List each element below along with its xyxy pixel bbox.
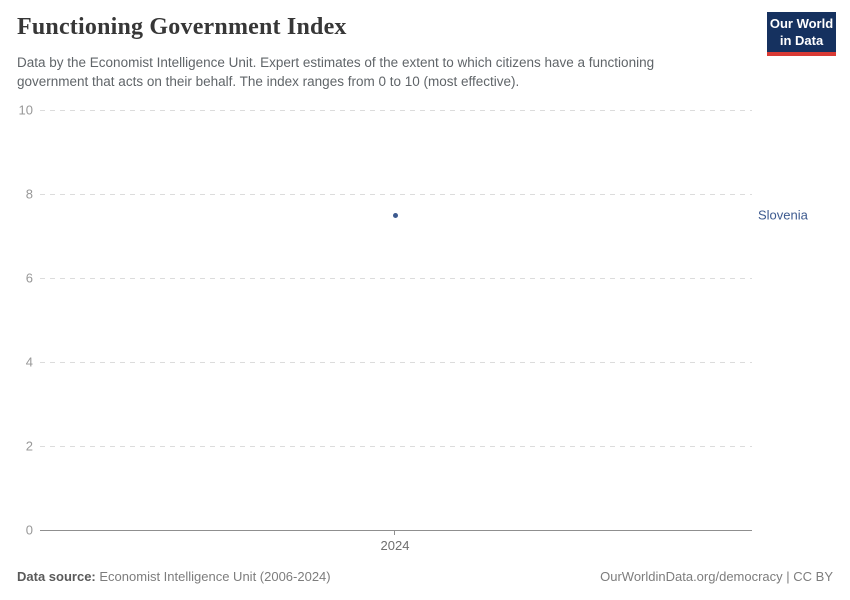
gridline-y-8 bbox=[40, 194, 752, 195]
gridline-y-10 bbox=[40, 110, 752, 111]
data-source: Data source: Economist Intelligence Unit… bbox=[17, 569, 331, 584]
y-tick-label-10: 10 bbox=[18, 102, 33, 118]
y-tick-label-6: 6 bbox=[25, 270, 33, 286]
chart-subtitle-line1: Data by the Economist Intelligence Unit.… bbox=[17, 55, 655, 70]
owid-logo[interactable]: Our World in Data bbox=[767, 12, 836, 56]
chart-subtitle-line2: government that acts on their behalf. Th… bbox=[17, 74, 520, 89]
y-tick-label-4: 4 bbox=[25, 354, 33, 370]
owid-logo-line1: Our World bbox=[769, 16, 834, 31]
y-tick-label-0: 0 bbox=[25, 522, 33, 538]
owid-logo-line2: in Data bbox=[779, 33, 824, 48]
attribution-link[interactable]: OurWorldinData.org/democracy | CC BY bbox=[600, 569, 833, 584]
x-axis-tick-2024 bbox=[394, 530, 395, 535]
page-title: Functioning Government Index bbox=[17, 14, 347, 40]
chart-subtitle: Data by the Economist Intelligence Unit.… bbox=[17, 53, 757, 91]
gridline-y-4 bbox=[40, 362, 752, 363]
y-tick-label-2: 2 bbox=[25, 438, 33, 454]
gridline-y-6 bbox=[40, 278, 752, 279]
x-tick-label-2024: 2024 bbox=[380, 538, 410, 553]
entity-label-slovenia: Slovenia bbox=[758, 207, 808, 223]
x-axis-line bbox=[40, 530, 752, 531]
data-source-label: Data source: bbox=[17, 569, 96, 584]
data-source-value: Economist Intelligence Unit (2006-2024) bbox=[99, 569, 331, 584]
y-tick-label-8: 8 bbox=[25, 186, 33, 202]
gridline-y-2 bbox=[40, 446, 752, 447]
data-point-slovenia-2024[interactable] bbox=[392, 212, 398, 218]
